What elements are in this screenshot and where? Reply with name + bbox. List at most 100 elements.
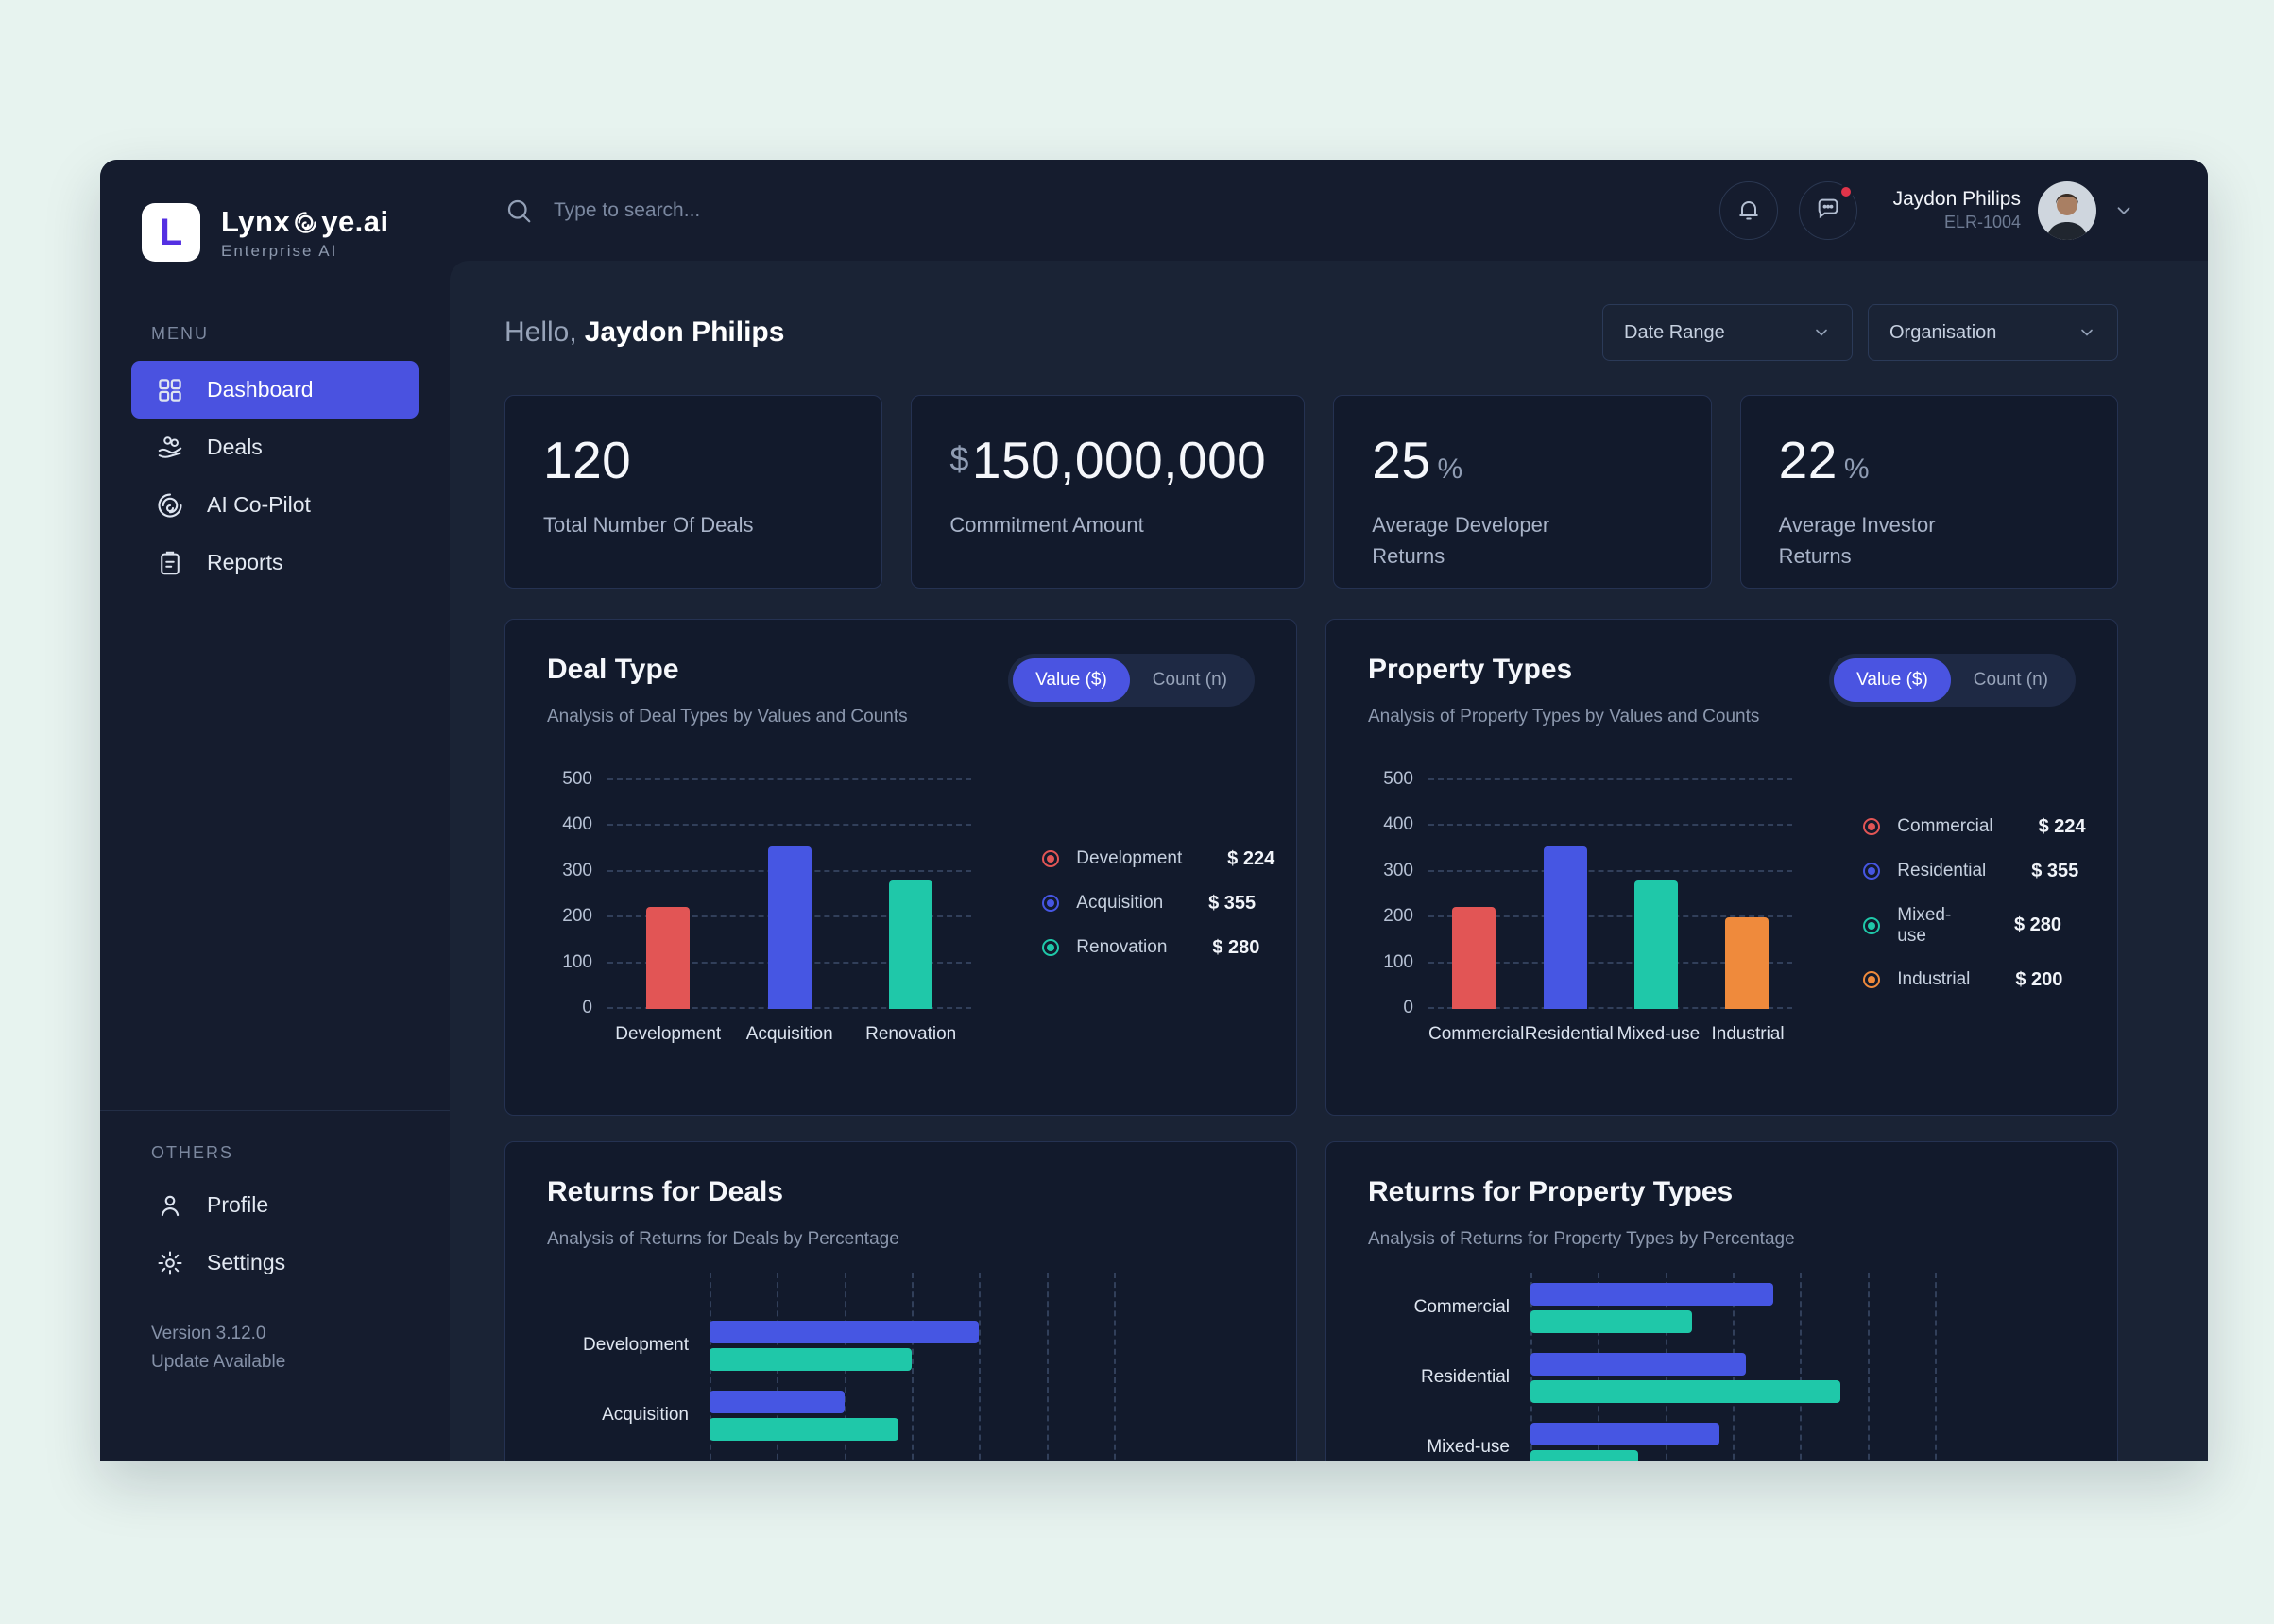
hbar-group-acquisition: Acquisition bbox=[602, 1380, 1114, 1450]
version-text: Version 3.12.0 bbox=[151, 1324, 266, 1344]
y-tick-label: 300 bbox=[562, 860, 592, 880]
menu-section-label: MENU bbox=[151, 324, 209, 343]
sidebar-item-reports[interactable]: Reports bbox=[131, 534, 419, 591]
deals-icon bbox=[156, 434, 184, 462]
gridline: 500 bbox=[1383, 769, 1793, 789]
brand-name-prefix: Lynx bbox=[221, 204, 291, 238]
hbar-group-mixed-use: Mixed-use bbox=[1427, 1412, 1935, 1461]
stat-card-total-number-of-deals: 120 Total Number Of Deals bbox=[504, 395, 883, 589]
messages-button[interactable] bbox=[1798, 180, 1857, 240]
legend-label: Acquisition bbox=[1076, 893, 1164, 913]
bar-acquisition-teal bbox=[710, 1417, 898, 1441]
x-category-label: Commercial bbox=[1428, 1024, 1525, 1044]
chart-title: Returns for Deals bbox=[547, 1176, 784, 1207]
y-category-label: Residential bbox=[1421, 1367, 1510, 1387]
sidebar-item-settings[interactable]: Settings bbox=[131, 1234, 419, 1291]
y-tick-label: 400 bbox=[1383, 814, 1413, 835]
stat-label: Average Developer Returns bbox=[1372, 513, 1550, 568]
hbar-group-renovation: Renovation bbox=[710, 1450, 1114, 1461]
user-id: ELR-1004 bbox=[1943, 213, 2021, 232]
bar-renovation bbox=[889, 880, 933, 1009]
chart-title: Returns for Property Types bbox=[1368, 1176, 1734, 1207]
returns-deals-card: Returns for Deals Analysis of Returns fo… bbox=[504, 1141, 1297, 1461]
legend-value: $ 280 bbox=[2013, 915, 2061, 935]
sidebar-item-label: Dashboard bbox=[207, 377, 314, 402]
search-icon bbox=[504, 197, 533, 225]
legend-value: $ 200 bbox=[2015, 968, 2063, 990]
y-category-label: Development bbox=[583, 1335, 689, 1355]
stat-card-average-developer-returns: 25% Average Developer Returns bbox=[1333, 395, 1712, 589]
unread-badge bbox=[1838, 183, 1854, 199]
stats-row: 120 Total Number Of Deals $150,000,000 Comm… bbox=[504, 395, 2118, 589]
toggle-count[interactable]: Count (n) bbox=[1973, 670, 2048, 690]
legend: Commercial $ 224 Residential $ 355 Mixed-use… bbox=[1792, 761, 2086, 1045]
reports-icon bbox=[156, 549, 184, 577]
stat-value: 120 bbox=[543, 431, 632, 489]
bell-icon bbox=[1735, 196, 1762, 225]
bar-acquisition-indigo bbox=[710, 1390, 845, 1413]
sidebar-bottom: OTHERS Profile Settings Version 3.12.0 Up… bbox=[100, 1110, 450, 1461]
sidebar-menu: Dashboard Deals AI Co-Pilot Reports bbox=[100, 361, 450, 591]
legend-label: Residential bbox=[1897, 861, 1987, 880]
bar-development-teal bbox=[710, 1347, 912, 1371]
x-category-label: Renovation bbox=[865, 1024, 957, 1044]
sidebar-item-deals[interactable]: Deals bbox=[131, 419, 419, 476]
y-tick-label: 300 bbox=[1383, 860, 1413, 880]
legend-row: Acquisition $ 355 bbox=[1042, 893, 1256, 915]
notifications-button[interactable] bbox=[1718, 180, 1778, 240]
deal-type-card: Deal Type Analysis of Deal Types by Valu… bbox=[504, 619, 1297, 1116]
legend-value: $ 224 bbox=[2038, 815, 2086, 837]
legend-value: $ 224 bbox=[1227, 847, 1275, 869]
sidebar-item-dashboard[interactable]: Dashboard bbox=[131, 361, 419, 419]
legend-label: Development bbox=[1076, 848, 1183, 868]
settings-icon bbox=[156, 1249, 184, 1277]
x-category-label: Industrial bbox=[1711, 1024, 1785, 1044]
user-menu[interactable]: Jaydon Philips ELR-1004 bbox=[1893, 180, 2134, 240]
legend-row: Development $ 224 bbox=[1042, 848, 1274, 870]
legend: Development $ 224 Acquisition $ 355 Renovati… bbox=[971, 761, 1274, 1045]
legend-row: Commercial $ 224 bbox=[1863, 816, 2086, 838]
stat-value: 22% bbox=[1778, 431, 1870, 489]
bar-mixed-use bbox=[1633, 880, 1678, 1009]
value-count-toggle: Value ($) Count (n) bbox=[1829, 654, 2076, 707]
page-greeting: Hello, Jaydon Philips bbox=[504, 316, 785, 348]
brand-name: Lynx ye.ai bbox=[221, 207, 389, 236]
toggle-count[interactable]: Count (n) bbox=[1152, 670, 1227, 690]
x-category-label: Mixed-use bbox=[1616, 1024, 1701, 1044]
chart-subtitle: Analysis of Returns for Property Types b… bbox=[1368, 1229, 1795, 1249]
hbar-group-residential: Residential bbox=[1421, 1342, 1935, 1412]
update-available-text: Update Available bbox=[151, 1351, 286, 1372]
y-tick-label: 0 bbox=[582, 998, 592, 1017]
property-types-card: Property Types Analysis of Property Type… bbox=[1325, 619, 2118, 1116]
toggle-value[interactable]: Value ($) bbox=[1013, 658, 1130, 702]
x-category-label: Residential bbox=[1524, 1024, 1614, 1044]
gridline: 100 bbox=[1383, 952, 1793, 972]
sidebar-item-profile[interactable]: Profile bbox=[131, 1176, 419, 1234]
bar-mixed-use-indigo bbox=[1530, 1422, 1719, 1445]
bar-development bbox=[646, 906, 691, 1009]
value-count-toggle: Value ($) Count (n) bbox=[1008, 654, 1255, 707]
y-category-label: Acquisition bbox=[602, 1405, 689, 1425]
sidebar: L Lynx ye.ai Enterprise AI MENU Dashboar… bbox=[100, 160, 450, 1461]
legend-dot-icon bbox=[1042, 939, 1060, 956]
x-category-label: Development bbox=[615, 1024, 722, 1044]
date-range-select[interactable]: Date Range bbox=[1602, 304, 1853, 361]
avatar bbox=[2038, 180, 2096, 240]
gridline bbox=[1046, 1273, 1049, 1461]
hbar-group-commercial: Commercial bbox=[1414, 1273, 1935, 1342]
chevron-down-icon[interactable] bbox=[2113, 200, 2134, 221]
search-input[interactable] bbox=[554, 198, 950, 222]
legend-label: Industrial bbox=[1897, 969, 1971, 989]
chart-subtitle: Analysis of Returns for Deals by Percent… bbox=[547, 1229, 899, 1249]
chart-subtitle: Analysis of Deal Types by Values and Cou… bbox=[547, 707, 908, 727]
y-tick-label: 200 bbox=[562, 906, 592, 927]
stat-label: Commitment Amount bbox=[949, 513, 1144, 537]
eye-icon bbox=[293, 210, 318, 235]
gridline: 500 bbox=[562, 769, 972, 789]
topbar: Jaydon Philips ELR-1004 bbox=[450, 160, 2208, 261]
organisation-select[interactable]: Organisation bbox=[1868, 304, 2118, 361]
toggle-value[interactable]: Value ($) bbox=[1834, 658, 1951, 702]
sidebar-item-label: Profile bbox=[207, 1192, 269, 1218]
sidebar-item-ai-co-pilot[interactable]: AI Co-Pilot bbox=[131, 476, 419, 534]
